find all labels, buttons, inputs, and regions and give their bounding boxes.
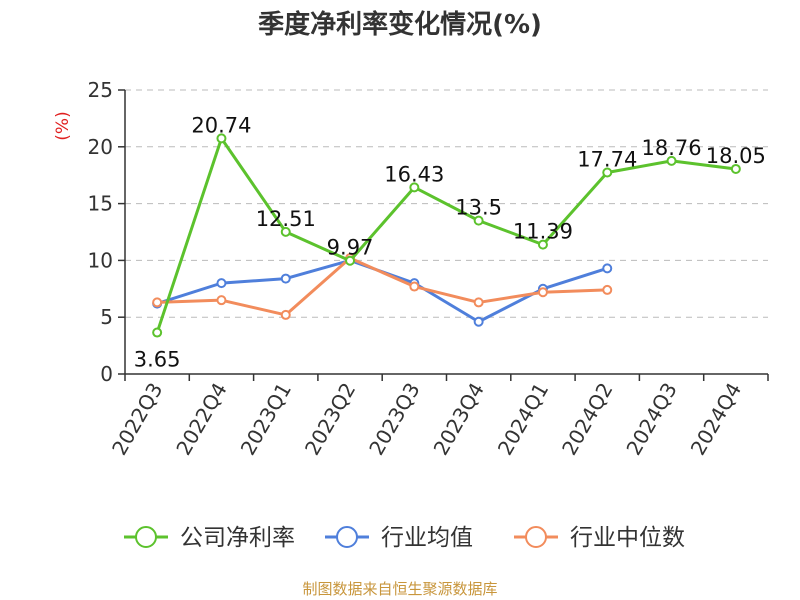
data-point <box>473 316 484 327</box>
x-tick-label: 2024Q3 <box>621 379 681 460</box>
legend-label: 行业均值 <box>381 525 473 551</box>
data-point <box>216 278 227 289</box>
data-point <box>152 327 163 338</box>
data-label: 20.74 <box>191 113 251 137</box>
y-tick-label: 0 <box>100 362 113 386</box>
source-note: 制图数据来自恒生聚源数据库 <box>302 580 498 598</box>
data-point <box>280 226 291 237</box>
series-lines <box>152 133 741 338</box>
x-tick-label: 2024Q1 <box>493 379 553 460</box>
data-point <box>409 182 420 193</box>
data-label: 3.65 <box>134 348 181 372</box>
series-line <box>157 256 608 317</box>
x-tick-label: 2024Q2 <box>557 379 617 460</box>
legend-label: 公司净利率 <box>180 525 295 551</box>
x-tick-label: 2023Q2 <box>300 379 360 460</box>
y-tick-label: 5 <box>100 305 113 329</box>
data-point <box>345 255 356 266</box>
data-point <box>602 263 613 274</box>
chart-title: 季度净利率变化情况(%) <box>258 10 542 40</box>
data-point <box>473 297 484 308</box>
data-point <box>602 167 613 178</box>
y-tick-label: 20 <box>88 135 113 159</box>
legend-marker <box>525 526 547 548</box>
data-label: 11.39 <box>513 220 573 244</box>
data-label: 18.05 <box>706 144 766 168</box>
data-label: 9.97 <box>327 236 374 260</box>
data-point <box>666 155 677 166</box>
legend-label: 行业中位数 <box>570 525 685 551</box>
x-tick-label: 2022Q3 <box>107 379 167 460</box>
data-label: 13.5 <box>455 196 502 220</box>
y-tick-label: 25 <box>88 78 113 102</box>
data-point <box>216 133 227 144</box>
x-tick-label: 2023Q4 <box>429 379 489 460</box>
data-point <box>280 273 291 284</box>
x-tick-label: 2023Q1 <box>236 379 296 460</box>
data-point <box>409 281 420 292</box>
y-tick-label: 15 <box>88 192 113 216</box>
data-point <box>730 163 741 174</box>
legend-marker <box>336 526 358 548</box>
legend: 公司净利率 行业均值 行业中位数 <box>124 525 685 551</box>
data-point <box>280 309 291 320</box>
y-tick-label: 10 <box>88 248 113 272</box>
data-point <box>216 295 227 306</box>
x-tick-label: 2023Q3 <box>364 379 424 460</box>
data-point <box>602 284 613 295</box>
series-line <box>155 136 737 334</box>
data-point <box>537 287 548 298</box>
data-label: 17.74 <box>577 147 637 171</box>
legend-marker <box>135 526 157 548</box>
y-axis-label: (%) <box>53 111 73 140</box>
x-tick-label: 2024Q4 <box>686 379 746 460</box>
data-point <box>152 297 163 308</box>
data-label: 12.51 <box>256 207 316 231</box>
data-label: 18.76 <box>641 136 701 160</box>
x-tick-label: 2022Q4 <box>171 379 231 460</box>
data-point <box>537 239 548 250</box>
data-point <box>473 215 484 226</box>
data-label: 16.43 <box>384 162 444 186</box>
